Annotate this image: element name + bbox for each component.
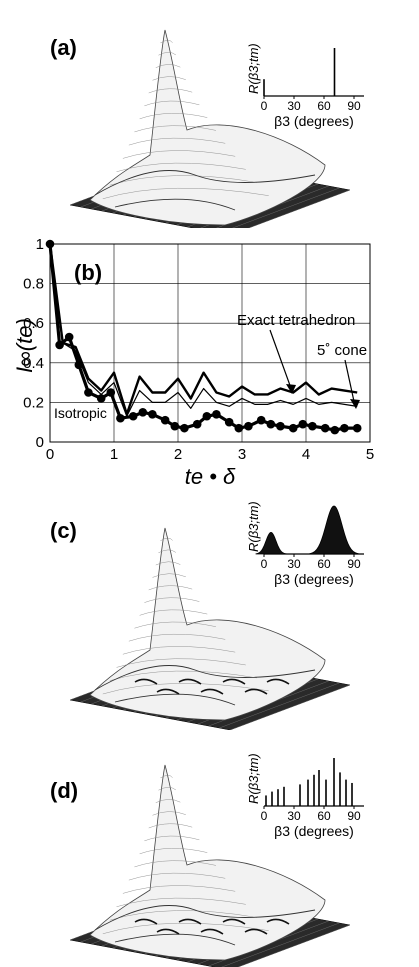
data-point [193, 420, 202, 429]
x-tick-label: 4 [302, 446, 310, 463]
data-point [299, 420, 308, 429]
data-point [244, 422, 253, 431]
inset-x-label: β3 (degrees) [274, 113, 354, 129]
annotation-5-degree-cone: 5˚ cone [317, 342, 367, 359]
annotation-arrow [345, 360, 355, 406]
data-point [180, 424, 189, 433]
panel-c: (c) 0306090R(β3;tm)β3 (degrees) [0, 490, 419, 730]
panel-b: 01234500.20.40.60.81I∞(te)te • δExact te… [0, 228, 419, 490]
data-point [353, 424, 362, 433]
inset-chart-c: 0 30 60 90 R(β3;tm) β3 (degrees) [236, 498, 376, 598]
inset-x-tick-label: 90 [347, 809, 361, 823]
x-tick-label: 3 [238, 446, 246, 463]
data-point [161, 416, 170, 425]
annotation-exact-tetrahedron: Exact tetrahedron [237, 312, 355, 329]
data-point [84, 388, 93, 397]
inset-peak [310, 506, 358, 554]
x-tick-label: 1 [110, 446, 118, 463]
annotation-arrow [270, 330, 292, 391]
data-point [116, 414, 125, 423]
data-point [107, 388, 116, 397]
data-point [331, 426, 340, 435]
data-point [276, 422, 285, 431]
x-tick-label: 2 [174, 446, 182, 463]
data-point [212, 410, 221, 419]
inset-x-tick-label: 60 [317, 557, 331, 571]
inset-x-tick-label: 0 [261, 99, 268, 113]
inset-x-tick-label: 30 [287, 809, 301, 823]
data-point [75, 360, 84, 369]
inset-x-tick-label: 90 [347, 557, 361, 571]
data-point [235, 424, 244, 433]
inset-x-tick-label: 0 [261, 557, 268, 571]
panel-label-b: (b) [74, 260, 102, 285]
data-point [171, 422, 180, 431]
x-axis-label: te • δ [185, 464, 236, 489]
inset-chart-d: 0 30 60 90 R(β3;tm) β3 (degrees) [236, 750, 376, 850]
line-chart-b: 01234500.20.40.60.81I∞(te)te • δExact te… [0, 228, 419, 490]
inset-chart-a: 0 30 60 90 R(β3;tm) β3 (degrees) [236, 40, 376, 135]
inset-y-label: R(β3;tm) [246, 501, 261, 552]
data-point [321, 424, 330, 433]
data-point [139, 408, 148, 417]
inset-x-label: β3 (degrees) [274, 571, 354, 587]
data-point [257, 416, 266, 425]
annotation-isotropic: Isotropic [54, 405, 107, 421]
inset-x-tick-label: 30 [287, 557, 301, 571]
inset-x-tick-label: 60 [317, 99, 331, 113]
data-point [340, 424, 349, 433]
x-tick-label: 5 [366, 446, 374, 463]
inset-x-tick-label: 90 [347, 99, 361, 113]
annotation-arrowhead [350, 399, 360, 409]
inset-x-tick-label: 30 [287, 99, 301, 113]
y-axis-label: I∞(te) [12, 318, 37, 373]
data-point [65, 333, 74, 342]
y-tick-label: 0.8 [23, 276, 44, 293]
inset-y-label: R(β3;tm) [246, 43, 261, 94]
data-point [97, 394, 106, 403]
y-tick-label: 0.2 [23, 394, 44, 411]
panel-a: (a) 0306090R(β3;tm)β3 (degrees) [0, 0, 419, 228]
data-point [308, 422, 317, 431]
data-point [129, 412, 138, 421]
data-point [55, 341, 64, 350]
data-point [46, 240, 55, 249]
data-point [148, 410, 157, 419]
data-point [203, 412, 212, 421]
y-tick-label: 1 [36, 236, 44, 253]
inset-y-label: R(β3;tm) [246, 753, 261, 804]
inset-x-tick-label: 60 [317, 809, 331, 823]
inset-x-label: β3 (degrees) [274, 823, 354, 839]
data-point [267, 420, 276, 429]
data-point [225, 418, 234, 427]
data-point [289, 424, 298, 433]
inset-x-tick-label: 0 [261, 809, 268, 823]
y-tick-label: 0 [36, 434, 44, 451]
x-tick-label: 0 [46, 446, 54, 463]
panel-d: (d) 0306090R(β3;tm)β3 (degrees) [0, 730, 419, 967]
